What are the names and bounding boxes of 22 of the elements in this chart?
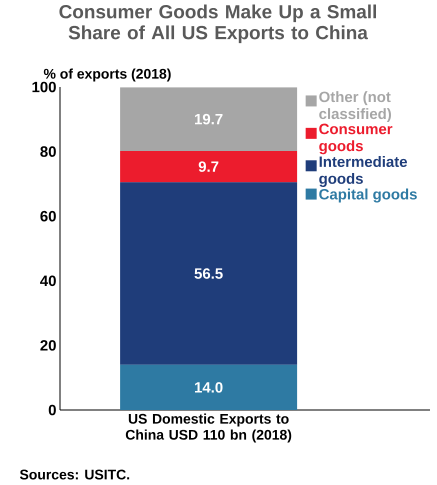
bar — [120, 150, 298, 182]
y-tick-label: 100 — [32, 82, 56, 92]
legend-label: Other (not classified) — [319, 91, 392, 122]
y-tick-label: 80 — [40, 146, 56, 157]
y-tick-label: 0 — [48, 404, 56, 416]
bar — [120, 182, 298, 365]
y-tick-label: 20 — [40, 340, 56, 351]
bar — [120, 364, 298, 410]
y-tick-label: 60 — [40, 210, 56, 222]
data-label: 19.7 — [195, 114, 222, 124]
y-axis-title: % of exports (2018) — [44, 68, 171, 82]
legend-label: Intermediate goods — [319, 156, 408, 187]
data-label: 9.7 — [198, 161, 218, 172]
y-tick-label: 40 — [40, 276, 56, 286]
chart-title: Consumer Goods Make Up a Small Share of All US Exports to China — [59, 4, 376, 44]
x-tick-label: US Domestic Exports to China USD 110 bn (2018) — [126, 414, 292, 442]
legend-label: Capital goods — [319, 188, 417, 203]
legend-label: Consumer goods — [319, 124, 392, 154]
data-label: 56.5 — [194, 268, 223, 279]
bar — [120, 87, 298, 151]
data-label: 14.0 — [195, 382, 223, 393]
source-note: Sources: USITC. — [20, 470, 130, 480]
